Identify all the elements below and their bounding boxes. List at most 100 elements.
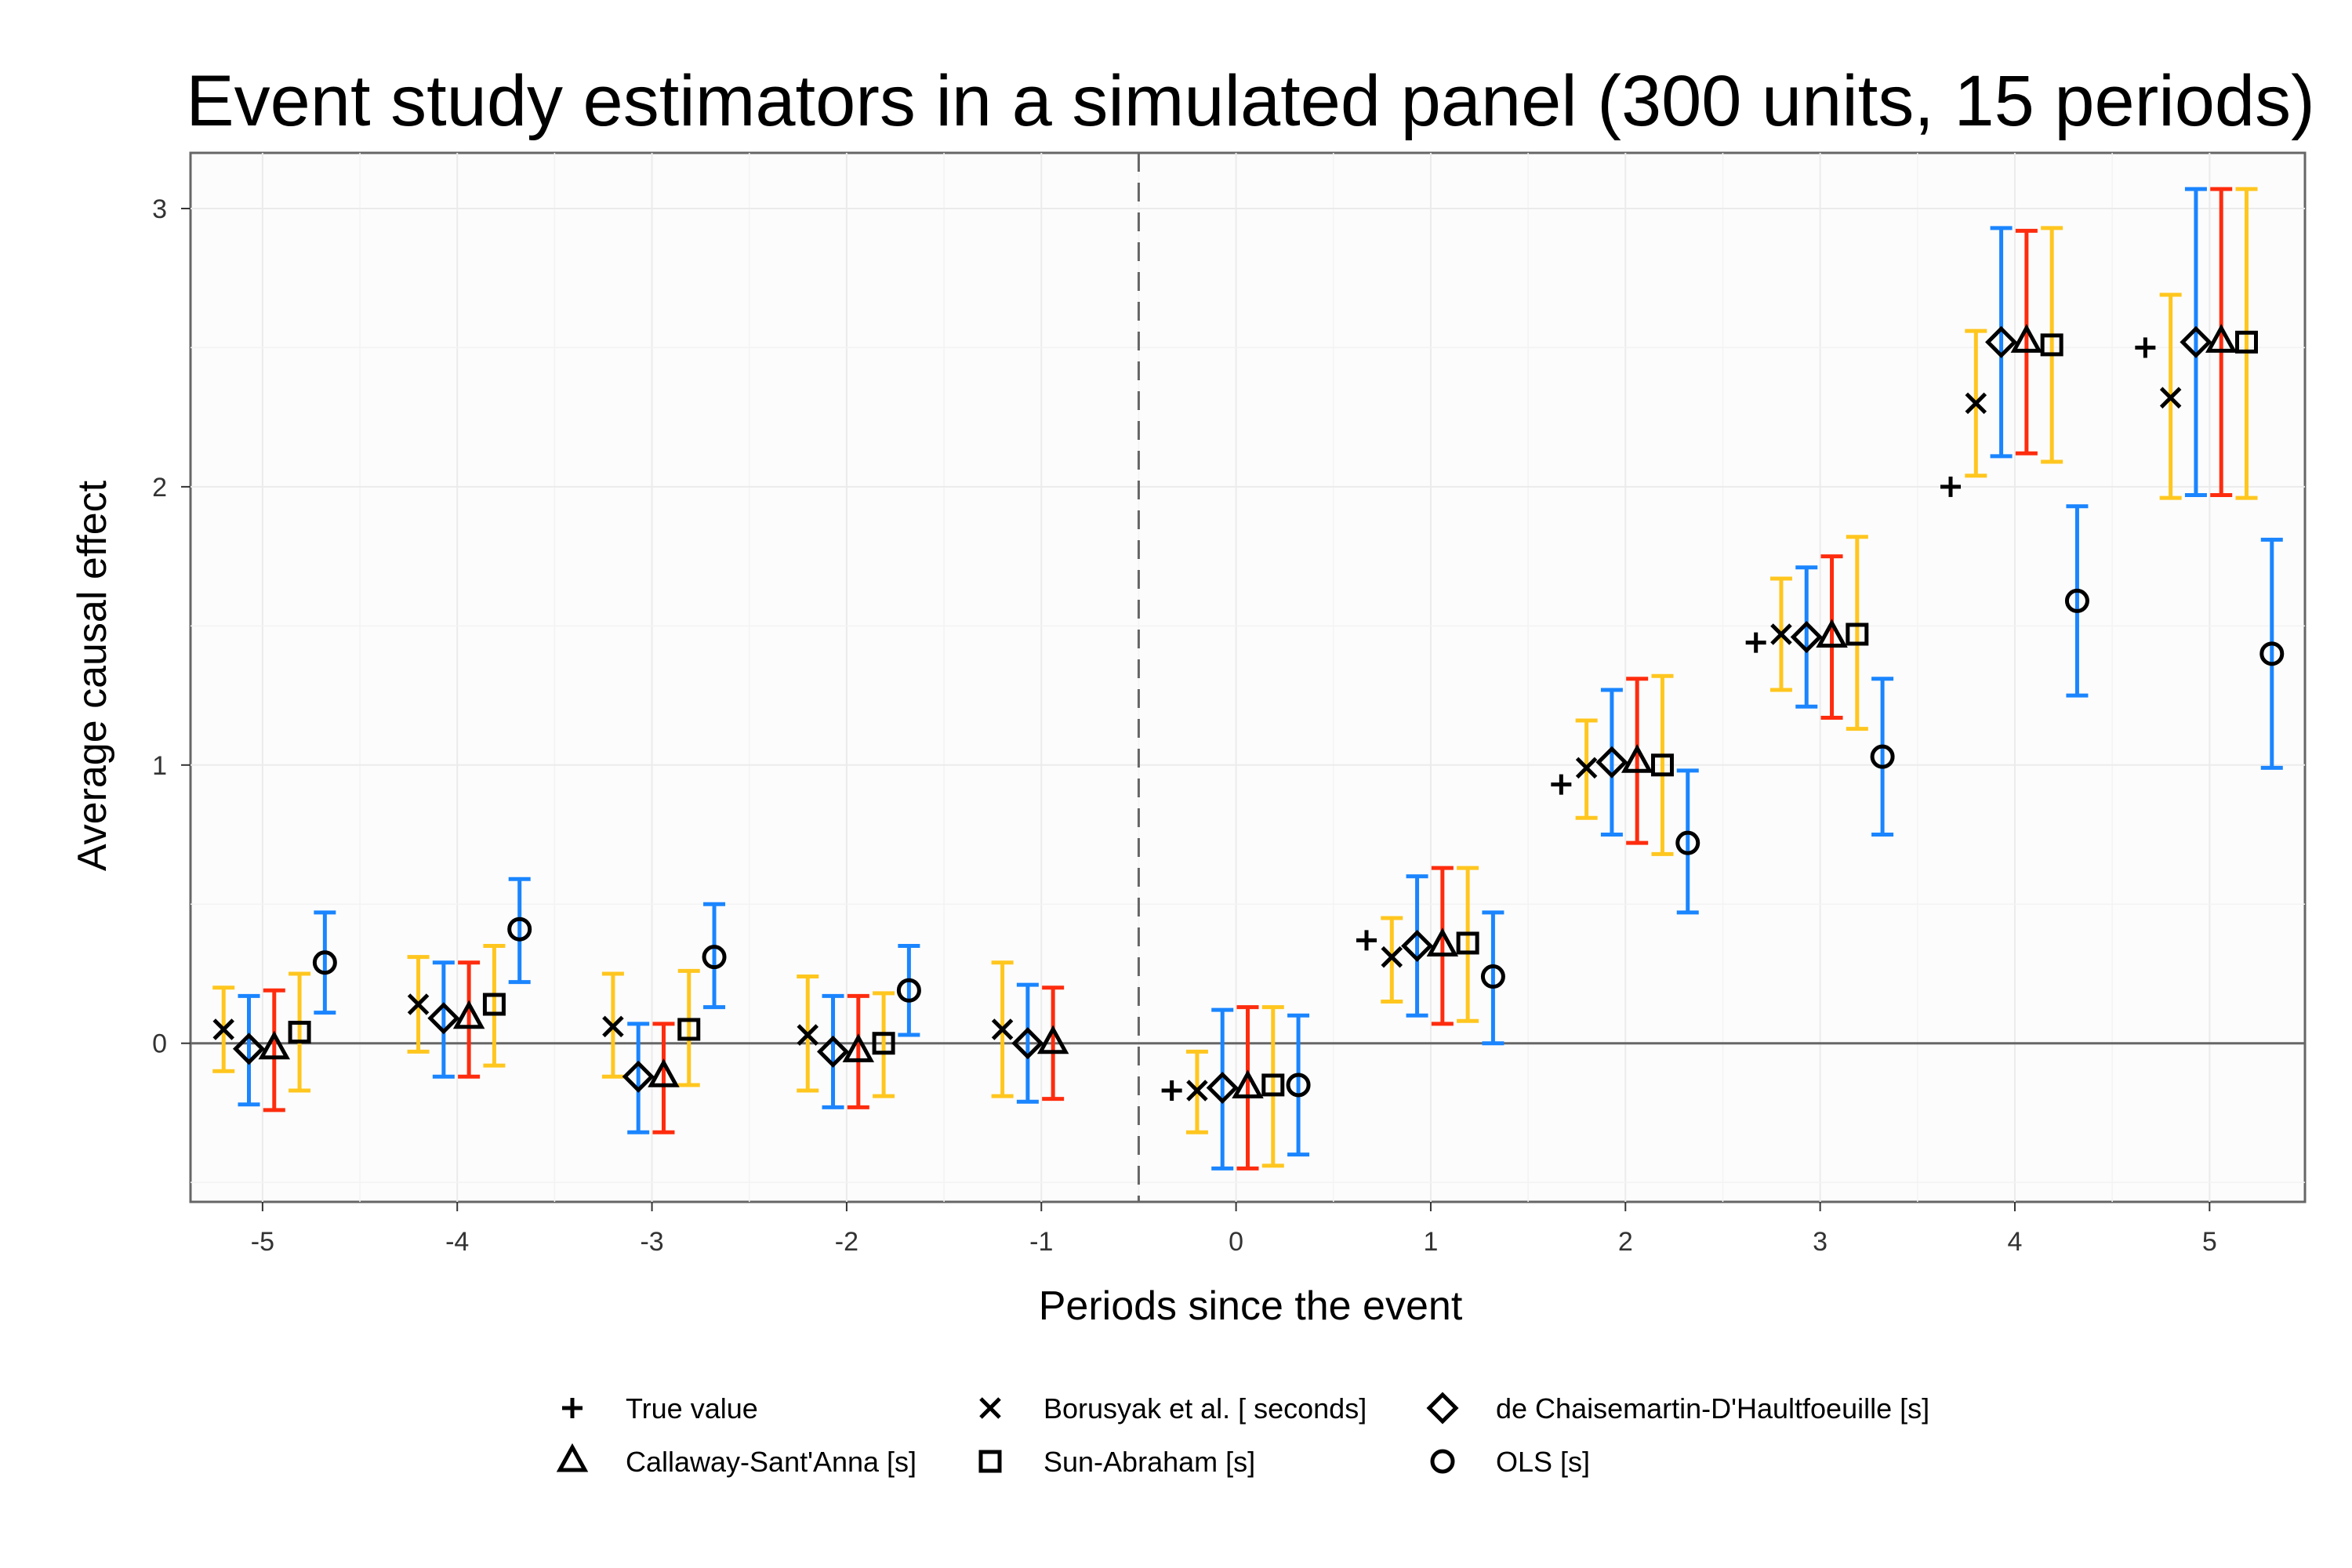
error-bar xyxy=(458,960,481,1079)
marker-triangle xyxy=(2010,324,2043,353)
marker-square xyxy=(288,1021,311,1044)
marker-circle xyxy=(1286,1073,1311,1098)
x-tick-label: -2 xyxy=(835,1227,858,1257)
marker-triangle xyxy=(1036,1025,1069,1054)
marker-square xyxy=(1261,1073,1285,1097)
marker-circle xyxy=(896,978,921,1003)
marker-diamond xyxy=(1206,1071,1239,1105)
marker-plus xyxy=(1356,930,1377,951)
marker-circle xyxy=(1480,964,1505,989)
marker-circle xyxy=(507,916,532,942)
error-bar xyxy=(2235,187,2258,500)
legend-label: de Chaisemartin-D'Haultfoeuille [s] xyxy=(1496,1392,1929,1425)
y-tick-label: 1 xyxy=(152,751,167,781)
legend-key-circle xyxy=(1430,1449,1455,1474)
marker-diamond xyxy=(1011,1027,1044,1060)
x-tick-label: 2 xyxy=(1618,1227,1633,1257)
error-bar xyxy=(1482,910,1504,1046)
legend-key-plus xyxy=(562,1398,583,1418)
marker-x xyxy=(212,1018,234,1040)
x-tick-label: 1 xyxy=(1423,1227,1438,1257)
x-tick-label: -3 xyxy=(640,1227,663,1257)
legend: True value Borusyak et al. [ seconds] de C… xyxy=(556,1392,1929,1478)
marker-diamond xyxy=(427,1002,460,1035)
error-bar xyxy=(703,902,726,1010)
error-bar xyxy=(2210,187,2233,498)
y-tick-label: 0 xyxy=(152,1029,167,1059)
marker-square xyxy=(482,993,506,1016)
marker-x xyxy=(407,993,430,1015)
marker-triangle xyxy=(1232,1069,1264,1098)
marker-triangle xyxy=(1816,619,1848,648)
marker-plus xyxy=(2135,337,2156,358)
marker-square xyxy=(1456,931,1479,955)
x-axis-title: Periods since the event xyxy=(1039,1283,1463,1329)
chart-title: Event study estimators in a simulated pa… xyxy=(186,61,2314,141)
point-markers xyxy=(212,324,2285,1105)
legend-item: OLS [s] xyxy=(1430,1446,1590,1478)
marker-square xyxy=(2234,330,2258,354)
x-tick-label: -1 xyxy=(1029,1227,1053,1257)
legend-item: de Chaisemartin-D'Haultfoeuille [s] xyxy=(1426,1392,1929,1425)
error-bar xyxy=(627,1022,650,1134)
x-tick-label: 3 xyxy=(1813,1227,1828,1257)
error-bar xyxy=(1871,677,1894,837)
marker-square xyxy=(2040,333,2063,357)
marker-circle xyxy=(702,945,727,970)
error-bar xyxy=(289,971,311,1093)
y-axis-title: Average causal effect xyxy=(70,480,115,871)
marker-x xyxy=(1575,757,1598,779)
error-bar xyxy=(314,910,336,1015)
error-bar xyxy=(847,993,869,1109)
error-bar xyxy=(483,943,506,1068)
marker-triangle xyxy=(452,1000,485,1029)
error-bar xyxy=(2041,226,2063,464)
error-bar xyxy=(432,960,455,1079)
legend-key-x xyxy=(979,1397,1001,1419)
marker-square xyxy=(1846,622,1869,646)
marker-circle xyxy=(312,950,337,975)
marker-plus xyxy=(1745,632,1766,653)
error-bar xyxy=(1287,1013,1310,1157)
error-bar xyxy=(1820,554,1843,720)
error-bar xyxy=(1990,226,2013,459)
error-bar xyxy=(2015,228,2038,456)
error-bar xyxy=(1016,982,1039,1104)
legend-label: Callaway-Sant'Anna [s] xyxy=(626,1446,916,1478)
error-bar xyxy=(1261,1005,1284,1168)
error-bars xyxy=(212,187,2283,1171)
marker-triangle xyxy=(842,1033,875,1062)
marker-diamond xyxy=(1790,621,1823,654)
marker-triangle xyxy=(1426,927,1459,956)
error-bar xyxy=(1381,916,1403,1004)
error-bar xyxy=(1600,688,1623,837)
legend-key-triangle xyxy=(556,1443,589,1472)
error-bar xyxy=(2260,537,2283,770)
error-bar xyxy=(1406,874,1428,1018)
legend-label: Sun-Abraham [s] xyxy=(1044,1446,1255,1478)
error-bar xyxy=(822,993,844,1109)
marker-diamond xyxy=(232,1033,266,1065)
y-tick-label: 3 xyxy=(152,194,167,224)
marker-diamond xyxy=(1595,746,1628,779)
x-axis-ticks: -5 -4 -3 -2 -1 0 1 2 3 4 5 xyxy=(251,1202,2217,1257)
legend-label: True value xyxy=(626,1392,758,1425)
error-bar xyxy=(652,1022,675,1134)
marker-triangle xyxy=(258,1030,291,1060)
marker-x xyxy=(797,1024,819,1046)
error-bar xyxy=(1211,1007,1234,1171)
error-bar xyxy=(873,991,895,1098)
legend-item: Borusyak et al. [ seconds] xyxy=(979,1392,1367,1425)
marker-plus xyxy=(1551,774,1572,795)
legend-item: True value xyxy=(562,1392,758,1425)
marker-triangle xyxy=(648,1058,680,1087)
marker-square xyxy=(677,1018,701,1041)
error-bar xyxy=(1457,866,1479,1023)
marker-triangle xyxy=(2205,324,2238,353)
marker-square xyxy=(1650,753,1674,777)
legend-item: Callaway-Sant'Anna [s] xyxy=(556,1443,916,1478)
error-bar xyxy=(898,943,920,1037)
error-bar xyxy=(263,988,285,1112)
error-bar xyxy=(238,993,260,1107)
